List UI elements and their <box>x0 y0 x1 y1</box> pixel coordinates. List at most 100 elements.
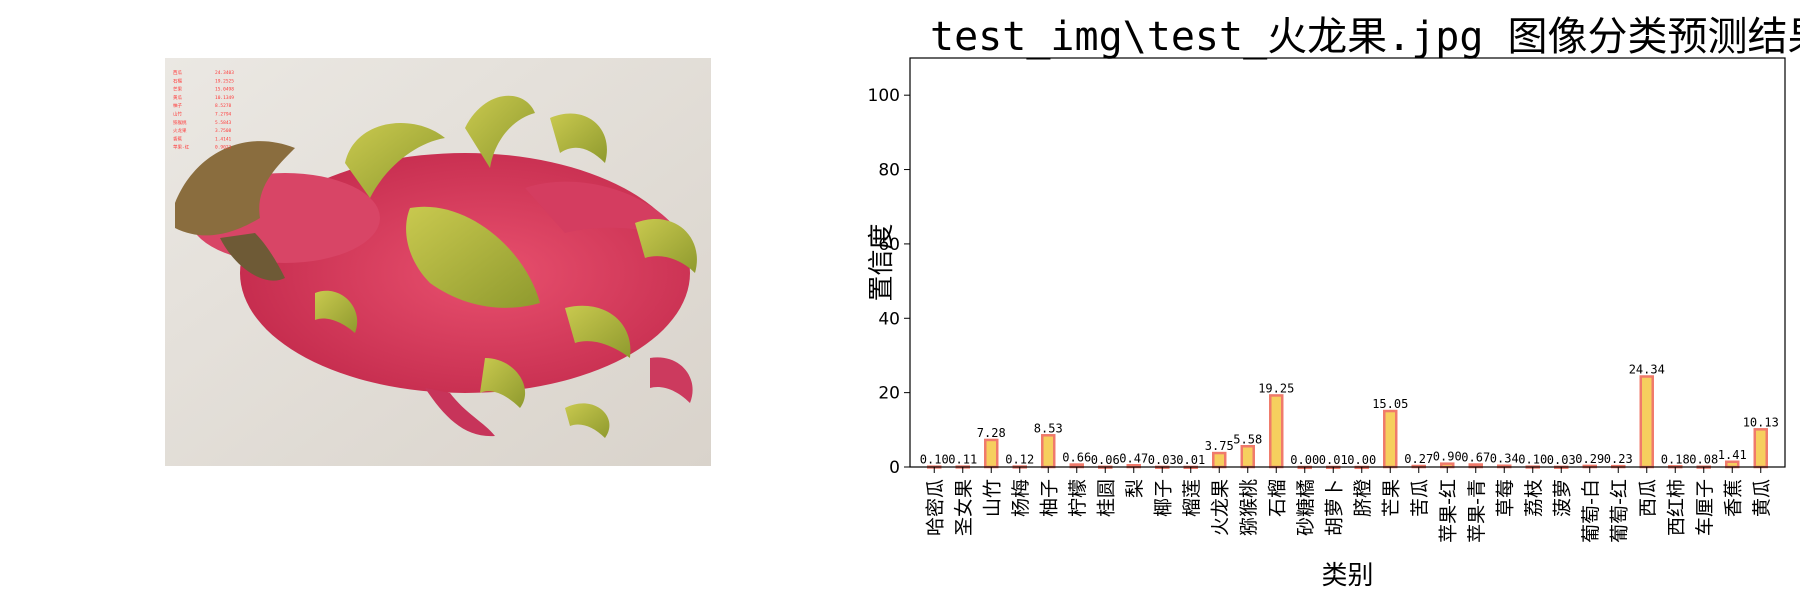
x-tick-label: 苹果-红 <box>1437 479 1459 543</box>
dried-tip <box>175 141 295 236</box>
x-tick-label: 石榴 <box>1266 479 1288 517</box>
bar-value-label: 0.90 <box>1433 450 1462 464</box>
bar-value-label: 0.29 <box>1575 452 1604 466</box>
bar <box>1212 451 1227 469</box>
x-tick-label: 桂圆 <box>1095 479 1117 517</box>
bar-value-label: 3.75 <box>1205 439 1234 453</box>
bar <box>1383 409 1398 469</box>
overlay-value: 15.0498 <box>215 87 234 93</box>
bar-value-label: 0.18 <box>1661 452 1690 466</box>
plot-frame <box>909 57 1786 468</box>
bract <box>345 123 445 198</box>
x-tick-label: 西瓜 <box>1637 479 1659 517</box>
x-tick-label: 荔枝 <box>1523 479 1545 517</box>
x-tick-label: 菠萝 <box>1551 479 1573 517</box>
overlay-label: 柚子 <box>173 102 182 109</box>
overlay-value: 5.5843 <box>215 120 232 126</box>
bar <box>1041 434 1056 469</box>
bar-value-label: 7.28 <box>977 426 1006 440</box>
bract-center <box>406 206 540 308</box>
x-tick-label: 苹果-青 <box>1466 479 1488 543</box>
bar-value-label: 0.10 <box>1518 453 1547 467</box>
value-labels: 0.10 0.117.280.128.530.66 0.06 0.47 0.03 0.01… <box>920 362 1779 467</box>
bar-value-label: 0.00 <box>1290 453 1319 467</box>
x-tick-label: 砂糖橘 <box>1295 479 1317 536</box>
bar-value-label: 0.01 <box>1176 453 1205 467</box>
bar <box>1639 375 1654 469</box>
overlay-label: 猕猴桃 <box>173 119 187 126</box>
bar-value-label: 0.47 <box>1119 451 1148 465</box>
bar-value-label: 1.41 <box>1718 448 1747 462</box>
overlay-value: 8.5278 <box>215 103 232 109</box>
x-tick-label: 椰子 <box>1152 479 1174 517</box>
bar-value-label: 0.00 <box>1347 453 1376 467</box>
x-tick-label: 柠檬 <box>1067 479 1089 517</box>
y-tick-label: 40 <box>878 309 900 329</box>
bar-value-label: 0.34 <box>1490 452 1519 466</box>
x-tick-label: 西红柿 <box>1665 479 1687 536</box>
bar <box>1725 460 1740 469</box>
x-tick-label: 草莓 <box>1494 479 1516 517</box>
bar-value-label: 0.03 <box>1547 453 1576 467</box>
chart-title: test_img\test_火龙果.jpg 图像分类预测结果 <box>930 14 1800 60</box>
y-axis-title: 置信度 <box>867 223 897 301</box>
overlay-value: 7.2794 <box>215 112 232 118</box>
x-tick-label: 圣女果 <box>953 479 975 536</box>
bar-value-label: 24.34 <box>1629 362 1665 376</box>
bar-value-label: 0.66 <box>1062 451 1091 465</box>
overlay-value: 0.9023 <box>215 145 232 151</box>
bar-value-label: 5.58 <box>1233 432 1262 446</box>
overlay-value: 24.3403 <box>215 70 234 76</box>
x-tick-label: 葡萄-白 <box>1580 479 1602 543</box>
overlay-label: 火龙果 <box>173 127 187 134</box>
overlay-value: 10.1349 <box>215 95 234 101</box>
bar-value-label: 15.05 <box>1372 397 1408 411</box>
overlay-label: 香蕉 <box>173 135 182 142</box>
bar-value-label: 0.10 <box>920 453 949 467</box>
x-tick-label: 脐橙 <box>1352 479 1374 517</box>
bar-value-label: 10.13 <box>1743 415 1779 429</box>
bar <box>984 438 999 469</box>
bar-value-label: 0.01 <box>1319 453 1348 467</box>
x-tick-label: 杨梅 <box>1010 479 1032 517</box>
prediction-overlay-text: 西瓜 24.3403 石榴 19.2525 芒果 15.0498 黄瓜 10.1349 柚子 8.… <box>173 70 234 151</box>
x-tick-label: 胡萝卜 <box>1323 479 1345 536</box>
y-axis: 0 20 40 60 80 100 <box>868 86 910 478</box>
y-tick-label: 100 <box>868 86 900 106</box>
overlay-label: 西瓜 <box>173 70 182 76</box>
x-tick-label: 山竹 <box>981 479 1003 517</box>
x-tick-label: 车厘子 <box>1694 479 1716 536</box>
y-tick-label: 80 <box>878 161 900 181</box>
x-tick-label: 香蕉 <box>1722 479 1744 517</box>
bar-value-label: 8.53 <box>1034 421 1063 435</box>
bar-value-label: 0.06 <box>1091 453 1120 467</box>
x-tick-label: 哈密瓜 <box>924 479 946 536</box>
overlay-value: 19.2525 <box>215 78 234 84</box>
bar-value-label: 0.67 <box>1461 451 1490 465</box>
overlay-label: 芒果 <box>173 86 182 93</box>
dragon-fruit-photo: 西瓜 24.3403 石榴 19.2525 芒果 15.0498 黄瓜 10.1349 柚子 8.… <box>165 58 711 466</box>
overlay-label: 苹果-红 <box>173 144 190 151</box>
x-axis-title: 类别 <box>1321 561 1373 591</box>
bar-value-label: 0.08 <box>1689 453 1718 467</box>
y-tick-label: 20 <box>878 384 900 404</box>
overlay-label: 黄瓜 <box>173 94 182 101</box>
x-tick-label: 榴莲 <box>1181 479 1203 517</box>
bar-value-label: 0.03 <box>1148 453 1177 467</box>
bar-value-label: 0.23 <box>1604 452 1633 466</box>
bar-value-label: 19.25 <box>1258 381 1294 395</box>
bar <box>1240 445 1255 469</box>
bar-value-label: 0.12 <box>1005 453 1034 467</box>
x-tick-label: 黄瓜 <box>1751 479 1773 517</box>
overlay-value: 1.4141 <box>215 136 232 142</box>
overlay-label: 山竹 <box>173 111 182 118</box>
x-tick-label: 猕猴桃 <box>1238 479 1260 536</box>
x-axis: 哈密瓜 圣女果 山竹 杨梅 柚子 柠檬 桂圆梨椰子 榴莲 火龙果 猕猴桃 石榴 砂糖橘 胡萝卜 脐橙 芒果苦… <box>924 467 1773 543</box>
bar-value-label: 0.11 <box>948 453 977 467</box>
overlay-label: 石榴 <box>173 77 182 84</box>
x-tick-label: 柚子 <box>1038 479 1060 517</box>
bar <box>1269 394 1284 469</box>
y-tick-label: 0 <box>889 458 900 478</box>
bar-value-label: 0.27 <box>1404 452 1433 466</box>
